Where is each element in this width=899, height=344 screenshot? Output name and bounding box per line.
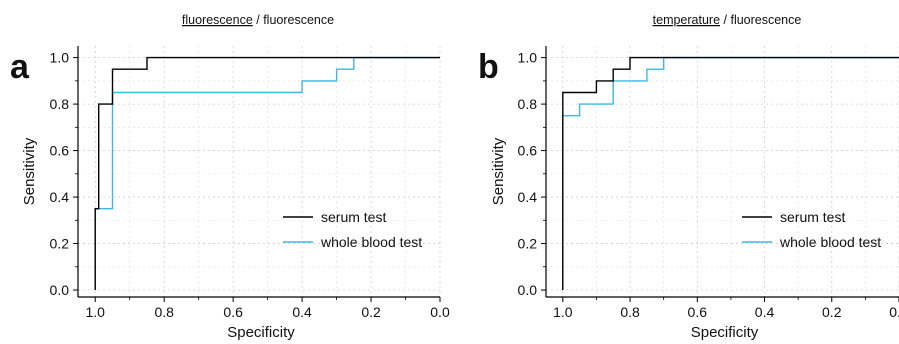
y-tick-label: 0.6 — [50, 143, 70, 159]
y-tick-label: 1.0 — [518, 50, 538, 66]
panel-title-rest: / fluorescence — [720, 13, 801, 27]
x-tick-label: 0.6 — [688, 304, 708, 320]
chart-panel-a: 1.0 0.8 0.6 0.4 0.2 0.0 0.0 0.2 0.4 0.6 0.8 1.0 Spec… — [10, 13, 450, 341]
x-tick-label: 0.2 — [361, 304, 381, 320]
y-tick-label: 0.4 — [518, 189, 538, 205]
y-tick-label: 0.0 — [50, 282, 70, 298]
panel-letter: b — [478, 48, 499, 86]
panel-title: temperature / fluorescence — [653, 13, 802, 27]
x-tick-label: 0.2 — [822, 304, 842, 320]
x-tick-label: 0.4 — [755, 304, 775, 320]
y-axis-title: Sensitivity — [21, 137, 38, 205]
panel-title-rest: / fluorescence — [253, 13, 334, 27]
x-tick-label: 0.8 — [154, 304, 174, 320]
series-line-serum-test — [94, 56, 440, 290]
legend-label: serum test — [780, 209, 845, 225]
x-tick-label: 0.0 — [889, 304, 899, 320]
x-tick-label: 0.4 — [292, 304, 312, 320]
y-axis-title: Sensitivity — [490, 137, 507, 205]
x-axis-title: Specificity — [691, 324, 759, 341]
chart-panel-b: 1.0 0.8 0.6 0.4 0.2 0.0 0.0 0.2 0.4 0.6 0.8 1.0 Spec… — [478, 13, 899, 341]
legend-label: whole blood test — [779, 234, 881, 250]
y-tick-label: 0.4 — [50, 189, 70, 205]
series-line-serum-test — [562, 56, 899, 290]
x-axis-title: Specificity — [227, 324, 295, 341]
panel-title-underlined: fluorescence — [182, 13, 253, 27]
x-tick-label: 1.0 — [553, 304, 573, 320]
y-tick-label: 1.0 — [50, 50, 70, 66]
x-tick-label: 0.8 — [620, 304, 640, 320]
legend-label: serum test — [321, 209, 386, 225]
y-tick-label: 0.8 — [518, 96, 538, 112]
y-tick-label: 0.2 — [50, 236, 70, 252]
y-tick-label: 0.6 — [518, 143, 538, 159]
legend-label: whole blood test — [320, 234, 422, 250]
series-line-whole-blood-test — [94, 56, 440, 290]
y-tick-label: 0.0 — [518, 282, 538, 298]
panel-title: fluorescence / fluorescence — [182, 13, 334, 27]
x-tick-label: 1.0 — [86, 304, 106, 320]
panel-title-underlined: temperature — [653, 13, 720, 27]
y-tick-label: 0.2 — [518, 236, 538, 252]
y-tick-label: 0.8 — [50, 96, 70, 112]
x-tick-label: 0.0 — [430, 304, 450, 320]
panel-letter: a — [10, 48, 30, 86]
x-tick-label: 0.6 — [223, 304, 243, 320]
